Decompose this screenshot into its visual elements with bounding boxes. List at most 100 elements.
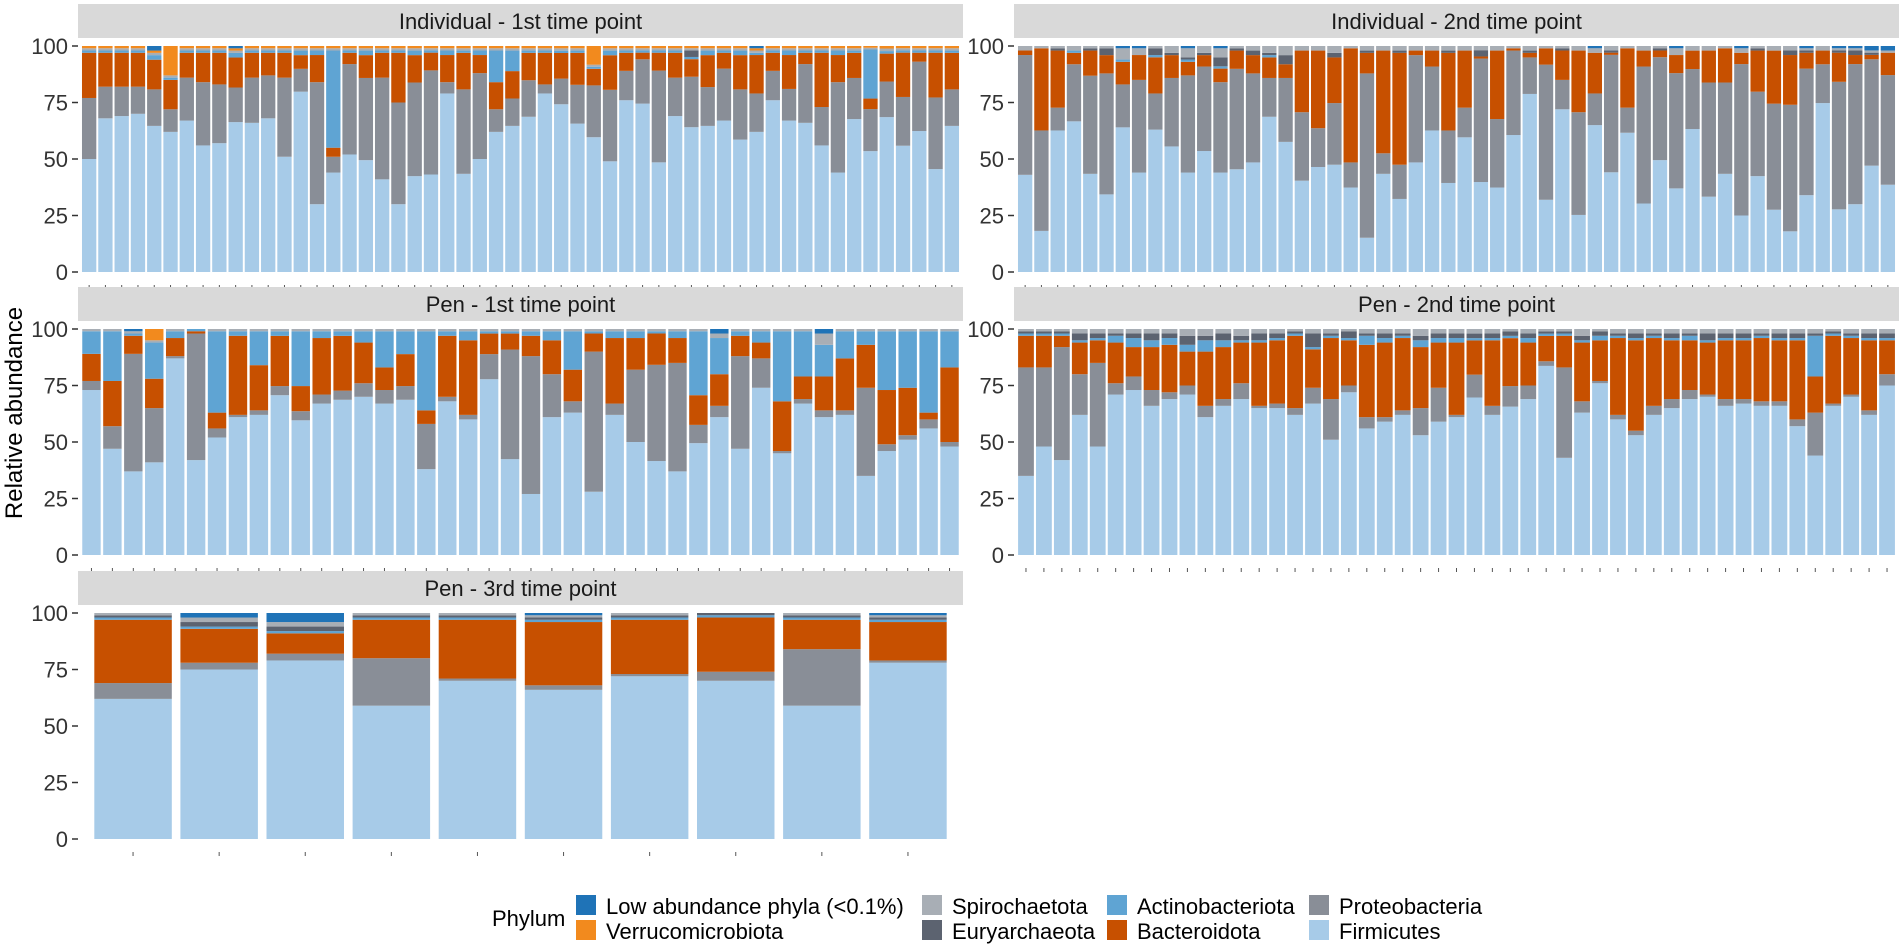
bar-segment-bacteroidota [1066,52,1082,65]
bar-segment-bacteroidota [472,55,487,74]
bar-segment-spirochaetota [1448,329,1465,334]
bar-segment-low_abundance [228,46,243,49]
bar-segment-proteobacteria [554,78,569,105]
bar-segment-firmicutes [1502,406,1519,555]
bar-segment-actinobacteriota [1148,55,1163,58]
bar-segment-firmicutes [1681,399,1698,555]
bar-segment-bacteroidota [684,59,699,77]
bar-segment-firmicutes [1592,383,1608,555]
bar-segment-firmicutes [814,145,829,272]
bar-segment-bacteroidota [1473,56,1489,59]
bar-segment-firmicutes [895,145,911,272]
bar-segment-proteobacteria [1506,50,1521,136]
bar-segment-bacteroidota [847,52,862,78]
bar-segment-firmicutes [765,100,780,273]
bar-segment-spirochaetota [1197,329,1214,336]
legend-swatch-firmicutes [1309,920,1329,940]
bar-segment-bacteroidota [830,55,846,83]
bar-segment-proteobacteria [749,93,764,132]
bar-segment-euryarchaeota [1879,333,1895,339]
bar-segment-spirochaetota [396,329,415,332]
bar-segment-bacteroidota [716,52,732,69]
bar-segment-low_abundance [710,329,729,334]
bar-segment-actinobacteriota [1323,335,1339,339]
bar-segment-spirochaetota [1861,329,1877,334]
bar-segment-proteobacteria [863,109,878,152]
bar-segment-firmicutes [1394,414,1411,555]
bar-segment-firmicutes [1358,428,1375,555]
bar-segment-proteobacteria [1717,82,1733,174]
bar-segment-actinobacteriota [1262,55,1277,58]
bar-segment-bacteroidota [1627,340,1644,431]
legend-title: Phylum [492,906,565,931]
bar-segment-proteobacteria [266,653,344,661]
bar-segment-verrucomicrobiota [212,46,227,49]
bar-segment-bacteroidota [793,376,813,400]
bar-segment-actinobacteriota [1107,335,1124,343]
bar-segment-spirochaetota [1424,46,1440,51]
bar-segment-verrucomicrobiota [863,46,878,48]
bar-segment-proteobacteria [1627,430,1644,436]
bar-segment-firmicutes [537,93,553,273]
bar-segment-firmicutes [1879,385,1895,555]
bar-segment-firmicutes [1305,403,1321,555]
bar-segment-euryarchaeota [1340,331,1357,339]
bar-segment-euryarchaeota [1392,50,1407,53]
bar-segment-actinobacteriota [212,50,227,53]
bar-segment-spirochaetota [1843,329,1860,334]
bar-segment-euryarchaeota [1574,335,1590,341]
bar-segment-bacteroidota [700,55,715,88]
bar-segment-bacteroidota [879,53,894,82]
bar-segment-bacteroidota [1815,50,1830,65]
bar-segment-proteobacteria [124,353,143,472]
bar-segment-firmicutes [309,204,325,272]
bar-segment-bacteroidota [635,52,650,60]
bar-segment-proteobacteria [1522,57,1537,94]
bar-segment-verrucomicrobiota [456,46,471,49]
bar-segment-proteobacteria [1789,419,1806,427]
bar-segment-firmicutes [244,122,260,272]
bar-segment-verrucomicrobiota [619,46,634,49]
bar-segment-bacteroidota [1131,55,1147,80]
bar-segment-firmicutes [1669,188,1684,272]
bar-segment-firmicutes [898,439,917,555]
bar-segment-bacteroidota [1699,342,1716,395]
bar-segment-actinobacteriota [291,331,310,387]
bar-segment-actinobacteriota [103,331,122,381]
bar-segment-bacteroidota [1669,55,1684,74]
bar-segment-firmicutes [1197,417,1214,555]
bar-segment-firmicutes [521,493,541,555]
bar-segment-proteobacteria [1484,405,1501,415]
bar-segment-proteobacteria [619,70,634,101]
bar-segment-verrucomicrobiota [472,46,487,49]
bar-segment-actinobacteriota [765,50,780,53]
bar-segment-spirochaetota [542,329,562,332]
bar-segment-proteobacteria [1652,57,1668,161]
bar-segment-firmicutes [1701,196,1716,272]
bar-segment-actinobacteriota [605,331,624,339]
bar-segment-actinobacteriota [244,50,260,53]
bar-segment-proteobacteria [479,354,499,380]
bar-segment-euryarchaeota [352,615,431,618]
bar-segment-spirochaetota [1164,46,1179,53]
bar-segment-firmicutes [700,125,715,273]
bar-segment-proteobacteria [1269,403,1286,409]
bar-segment-proteobacteria [895,96,911,146]
bar-segment-bacteroidota [1115,61,1130,85]
bar-segment-proteobacteria [309,82,325,205]
bar-segment-proteobacteria [458,414,478,420]
bar-segment-firmicutes [261,118,276,272]
bar-segment-bacteroidota [1448,342,1465,415]
bar-segment-low_abundance [1115,46,1130,49]
bar-segment-spirochaetota [1502,329,1519,332]
bar-segment-actinobacteriota [179,50,194,53]
bar-segment-low_abundance [1213,46,1228,49]
legend-label-euryarchaeota: Euryarchaeota [952,919,1096,944]
bar-segment-actinobacteriota [249,331,269,366]
bar-segment-proteobacteria [82,380,101,391]
bar-segment-bacteroidota [1251,342,1268,406]
y-tick-label: 50 [44,714,68,739]
bar-segment-firmicutes [1861,414,1877,555]
bar-segment-actinobacteriota [312,331,331,339]
